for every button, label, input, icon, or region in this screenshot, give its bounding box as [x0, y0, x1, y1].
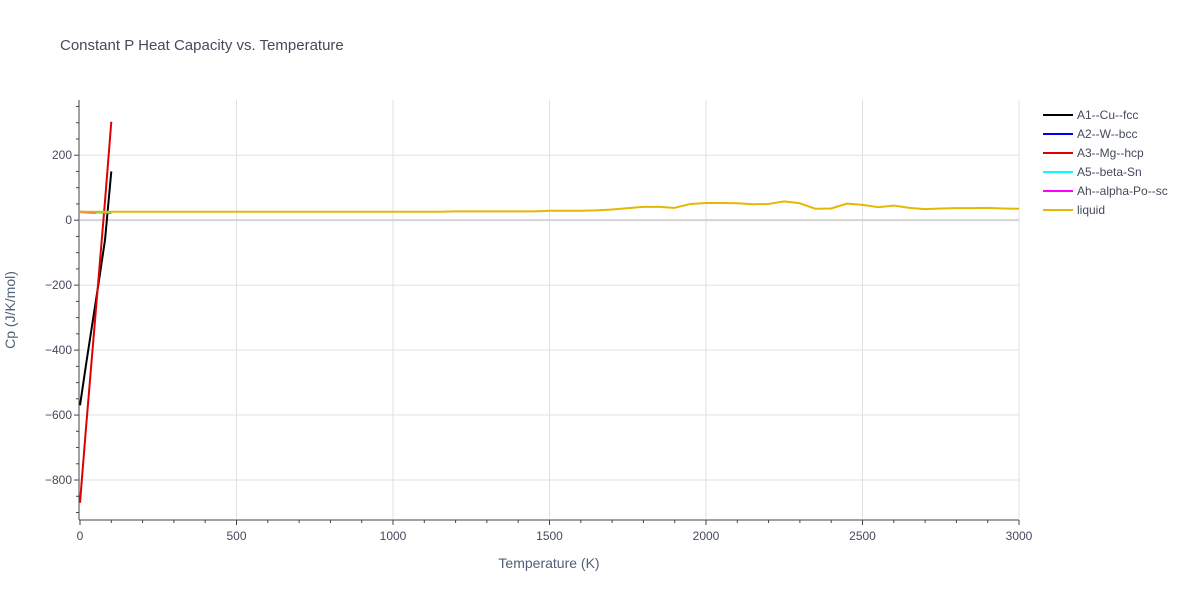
y-tick-label: 200 — [52, 148, 72, 162]
legend-label-a3-mg-hcp: A3--Mg--hcp — [1077, 146, 1144, 160]
legend-label-a1-cu-fcc: A1--Cu--fcc — [1077, 108, 1138, 122]
y-axis-title: Cp (J/K/mol) — [2, 271, 18, 349]
x-tick-label: 1500 — [536, 529, 563, 543]
series-line-a1-cu-fcc — [79, 171, 113, 406]
y-tick-label: −400 — [45, 343, 72, 357]
x-axis-title: Temperature (K) — [498, 555, 599, 571]
series-line-liquid — [80, 200, 1020, 213]
chart-title: Constant P Heat Capacity vs. Temperature — [60, 37, 344, 54]
series-line-a3-mg-hcp — [79, 121, 113, 503]
x-tick-label: 2500 — [849, 529, 876, 543]
plot-area — [79, 121, 1020, 503]
legend-label-liquid: liquid — [1077, 203, 1105, 217]
x-tick-label: 3000 — [1006, 529, 1033, 543]
x-tick-label: 0 — [77, 529, 84, 543]
grid — [80, 100, 1020, 519]
axes: 0 500 1000 1500 2000 2500 3000−800−600−400−200… — [45, 100, 1033, 543]
y-tick-label: −800 — [45, 473, 72, 487]
x-tick-label: 2000 — [693, 529, 720, 543]
y-tick-label: −200 — [45, 278, 72, 292]
legend-label-a2-w-bcc: A2--W--bcc — [1077, 127, 1137, 141]
x-tick-label: 500 — [226, 529, 246, 543]
y-tick-label: 0 — [65, 213, 72, 227]
y-tick-label: −600 — [45, 408, 72, 422]
legend-label-a5-beta-sn: A5--beta-Sn — [1077, 165, 1142, 179]
legend-label-ah-alpha-po-sc: Ah--alpha-Po--sc — [1077, 184, 1168, 198]
legend: A1--Cu--fcc A2--W--bcc A3--Mg--hcp A5--beta… — [1043, 108, 1168, 217]
x-tick-label: 1000 — [380, 529, 407, 543]
